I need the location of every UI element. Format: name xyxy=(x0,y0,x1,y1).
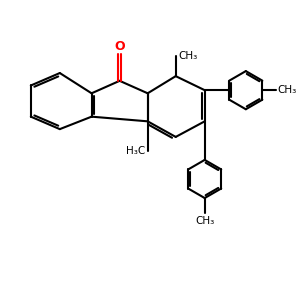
Text: CH₃: CH₃ xyxy=(278,85,297,95)
Text: H₃C: H₃C xyxy=(126,146,146,156)
Text: O: O xyxy=(114,40,125,53)
Text: CH₃: CH₃ xyxy=(195,216,214,226)
Text: CH₃: CH₃ xyxy=(178,51,197,61)
